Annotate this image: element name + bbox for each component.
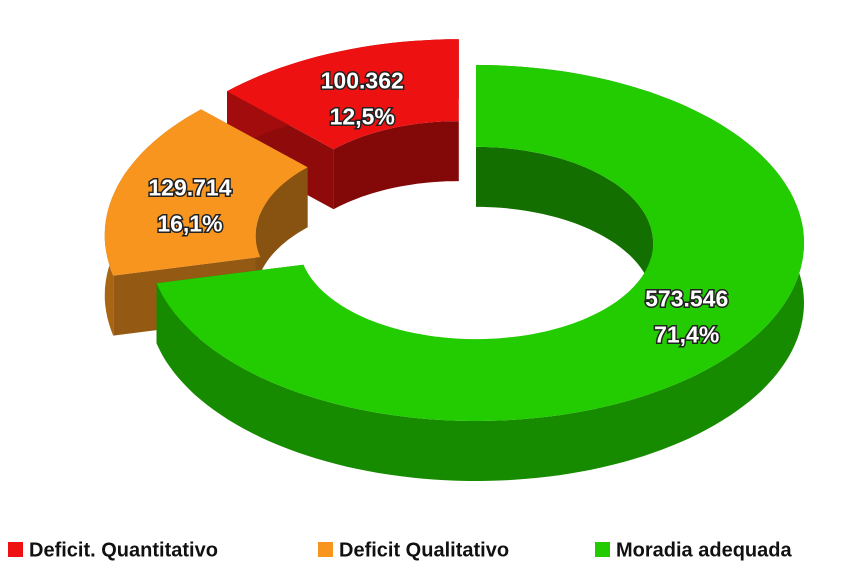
value-label: 129.714 <box>148 175 231 201</box>
slice-top <box>156 65 804 421</box>
slice: 100.362 12,5% <box>227 39 459 210</box>
value-label: 100.362 <box>321 68 404 94</box>
legend-label: Deficit. Quantitativo <box>29 539 218 561</box>
value-label: 573.546 <box>645 286 728 312</box>
inner-wall <box>333 121 459 210</box>
legend-swatch <box>595 542 610 557</box>
slice-top <box>227 39 459 150</box>
inner-wall <box>476 146 654 303</box>
slice-top <box>104 109 308 276</box>
legend-swatch <box>318 542 333 557</box>
legend-swatch <box>8 542 23 557</box>
percent-label: 71,4% <box>654 322 719 348</box>
slice: 573.546 71,4% <box>156 65 804 481</box>
percent-label: 16,1% <box>157 211 222 237</box>
inner-wall <box>255 167 308 296</box>
percent-label: 12,5% <box>330 104 395 130</box>
legend-label: Deficit Qualitativo <box>339 539 509 561</box>
legend-label: Moradia adequada <box>616 539 792 561</box>
